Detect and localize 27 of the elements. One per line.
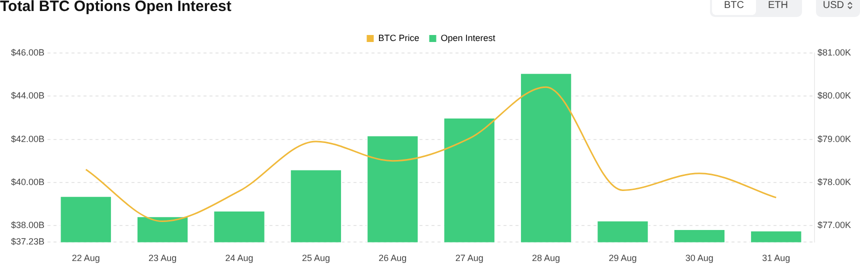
x-tick-label: 22 Aug — [72, 253, 100, 264]
y-tick-label: $40.00B — [11, 176, 45, 187]
chart-title: Total BTC Options Open Interest — [0, 0, 232, 15]
y2-tick-label: $77.00K — [817, 220, 851, 230]
y-tick-label: $37.23B — [11, 236, 45, 247]
y2-tick-label: $79.00K — [817, 134, 851, 144]
y2-tick-label: $81.00K — [817, 47, 851, 58]
text: USD — [822, 0, 844, 11]
x-tick-label: 30 Aug — [685, 253, 714, 264]
legend-label: BTC Price — [378, 32, 420, 43]
text: BTC — [712, 0, 756, 15]
x-tick-label: 28 Aug — [532, 253, 560, 264]
x-tick-label: 24 Aug — [225, 253, 254, 264]
y2-tick-label: $80.00K — [817, 90, 851, 101]
y-tick-label: $44.00B — [11, 90, 45, 101]
x-tick-label: 26 Aug — [378, 253, 407, 264]
y2-tick-label: $78.00K — [817, 176, 851, 187]
x-tick-label: 23 Aug — [148, 253, 177, 264]
y-tick-label: $38.00B — [11, 220, 45, 230]
x-tick-label: 25 Aug — [302, 253, 330, 264]
legend-label: Open Interest — [440, 32, 496, 43]
y-tick-label: $46.00B — [11, 47, 45, 58]
y-tick-label: $42.00B — [11, 134, 45, 144]
x-tick-label: 27 Aug — [455, 253, 484, 264]
text: ETH — [767, 0, 789, 13]
x-tick-label: 29 Aug — [608, 253, 637, 264]
x-tick-label: 31 Aug — [762, 253, 790, 264]
